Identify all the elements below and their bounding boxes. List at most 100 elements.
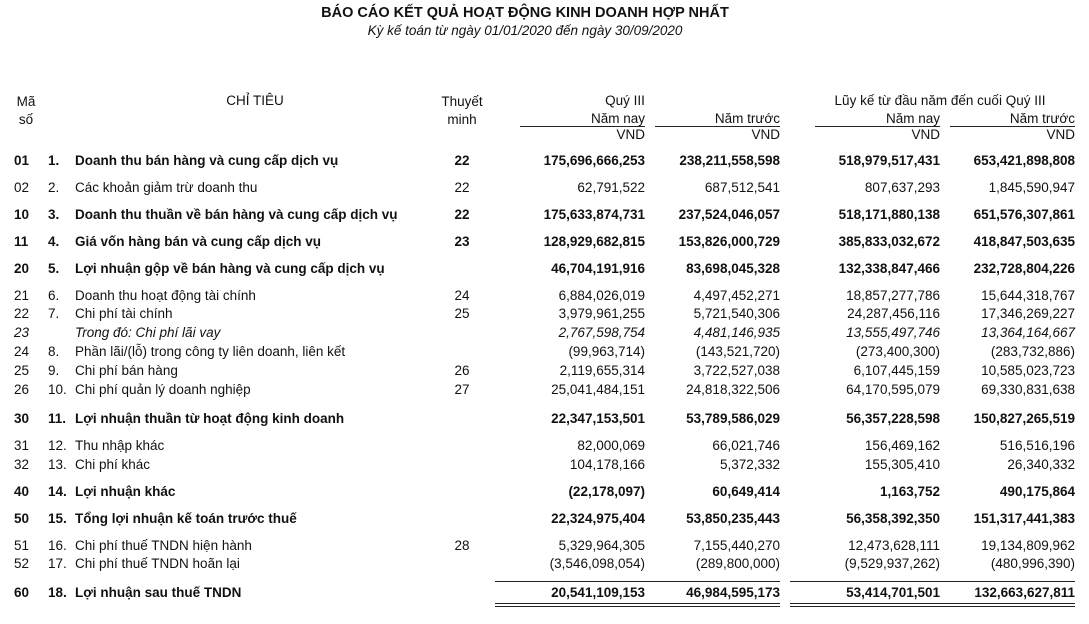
- row-number: 8.: [48, 344, 60, 359]
- row-value: 232,728,804,226: [973, 261, 1075, 276]
- row-value: 46,704,191,916: [551, 261, 645, 276]
- row-value: 153,826,000,729: [678, 234, 780, 249]
- row-value: 60,649,414: [712, 484, 780, 499]
- rule-line: [495, 603, 645, 604]
- row-value: 19,134,809,962: [981, 538, 1075, 553]
- row-name: Trong đó: Chi phí lãi vay: [75, 325, 221, 340]
- row-number: 10.: [48, 382, 67, 397]
- row-code: 32: [14, 457, 30, 472]
- row-value: 13,364,164,667: [981, 325, 1075, 340]
- rule-line: [790, 606, 940, 607]
- row-value: 3,722,527,038: [693, 363, 780, 378]
- row-code: 50: [14, 511, 30, 526]
- row-value: (480,996,390): [990, 556, 1075, 571]
- row-value: 651,576,307,861: [973, 207, 1075, 222]
- row-name: Thu nhập khác: [75, 438, 165, 453]
- row-value: 1,845,590,947: [988, 180, 1075, 195]
- group-label: Lũy kế từ đầu năm đến cuối Quý III: [834, 93, 1046, 108]
- row-note: 22: [454, 153, 470, 168]
- rule-line: [925, 581, 1075, 582]
- group-label: Quý III: [605, 93, 645, 108]
- row-value: 150,827,265,519: [973, 411, 1075, 426]
- report-subtitle: Kỳ kế toán từ ngày 01/01/2020 đến ngày 3…: [367, 23, 683, 38]
- col-unit: VND: [1046, 127, 1075, 142]
- row-value: 25,041,484,151: [551, 382, 645, 397]
- row-value: 518,979,517,431: [838, 153, 940, 168]
- row-value: 4,481,146,935: [693, 325, 780, 340]
- row-name: Doanh thu thuần về bán hàng và cung cấp …: [75, 207, 398, 222]
- row-value: 82,000,069: [577, 438, 645, 453]
- row-number: 6.: [48, 288, 60, 303]
- row-name: Phần lãi/(lỗ) trong công ty liên doanh, …: [75, 344, 346, 359]
- rule-line: [655, 126, 780, 127]
- col-note: Thuyết minh: [441, 94, 483, 127]
- row-number: 18.: [48, 585, 67, 600]
- row-note: 23: [454, 234, 470, 249]
- row-value: 2,119,655,314: [559, 363, 645, 378]
- row-value: 418,847,503,635: [973, 234, 1075, 249]
- row-value: 53,789,586,029: [686, 411, 780, 426]
- row-number: 3.: [48, 207, 60, 222]
- row-note: 24: [454, 288, 470, 303]
- row-value: 64,170,595,079: [846, 382, 940, 397]
- rule-line: [950, 126, 1075, 127]
- row-value: 18,857,277,786: [846, 288, 940, 303]
- row-code: 52: [14, 556, 30, 571]
- row-value: (143,521,720): [695, 344, 780, 359]
- row-value: 7,155,440,270: [693, 538, 780, 553]
- row-code: 20: [14, 261, 30, 276]
- rule-line: [630, 581, 780, 582]
- row-number: 9.: [48, 363, 60, 378]
- col-unit: VND: [911, 127, 940, 142]
- row-code: 25: [14, 363, 30, 378]
- rule-line: [790, 603, 940, 604]
- row-name: Chi phí tài chính: [75, 306, 173, 321]
- row-value: 175,633,874,731: [543, 207, 645, 222]
- row-number: 17.: [48, 556, 67, 571]
- row-name: Chi phí thuế TNDN hoãn lại: [75, 556, 240, 571]
- col-sub: Năm nay: [590, 111, 645, 126]
- row-number: 2.: [48, 180, 60, 195]
- row-value: 66,021,746: [712, 438, 780, 453]
- col-sub: Năm trước: [714, 111, 780, 126]
- row-note: 22: [454, 207, 470, 222]
- row-value: 2,767,598,754: [558, 325, 645, 340]
- row-value: 13,555,497,746: [846, 325, 940, 340]
- row-value: (99,963,714): [568, 344, 645, 359]
- col-unit: VND: [751, 127, 780, 142]
- row-value: (273,400,300): [855, 344, 940, 359]
- row-code: 26: [14, 382, 30, 397]
- row-name: Chi phí khác: [75, 457, 151, 472]
- row-code: 01: [14, 153, 30, 168]
- row-code: 11: [14, 234, 29, 249]
- row-value: 6,107,445,159: [853, 363, 940, 378]
- row-code: 21: [14, 288, 30, 303]
- row-value: 56,358,392,350: [846, 511, 940, 526]
- row-value: (9,529,937,262): [844, 556, 940, 571]
- row-value: 151,317,441,383: [973, 511, 1075, 526]
- row-value: 24,818,322,506: [686, 382, 780, 397]
- row-value: 128,929,682,815: [543, 234, 645, 249]
- row-value: 1,163,752: [879, 484, 940, 499]
- row-value: 385,833,032,672: [838, 234, 940, 249]
- row-value: 490,175,864: [999, 484, 1075, 499]
- row-code: 31: [14, 438, 30, 453]
- row-value: 10,585,023,723: [981, 363, 1075, 378]
- row-value: 156,469,162: [864, 438, 940, 453]
- row-number: 16.: [48, 538, 67, 553]
- rule-line: [630, 603, 780, 604]
- row-value: 12,473,628,111: [848, 538, 940, 553]
- row-number: 1.: [48, 153, 60, 168]
- report-title: BÁO CÁO KẾT QUẢ HOẠT ĐỘNG KINH DOANH HỢP…: [321, 5, 729, 21]
- row-code: 10: [14, 207, 30, 222]
- row-code: 24: [14, 344, 30, 359]
- row-code: 02: [14, 180, 30, 195]
- row-name: Doanh thu hoạt động tài chính: [75, 288, 256, 303]
- row-value: 53,850,235,443: [686, 511, 780, 526]
- row-value: 516,516,196: [999, 438, 1075, 453]
- row-value: 3,979,961,255: [558, 306, 645, 321]
- row-number: 13.: [48, 457, 67, 472]
- row-value: 69,330,831,638: [981, 382, 1075, 397]
- row-code: 22: [14, 306, 30, 321]
- rule-line: [925, 603, 1075, 604]
